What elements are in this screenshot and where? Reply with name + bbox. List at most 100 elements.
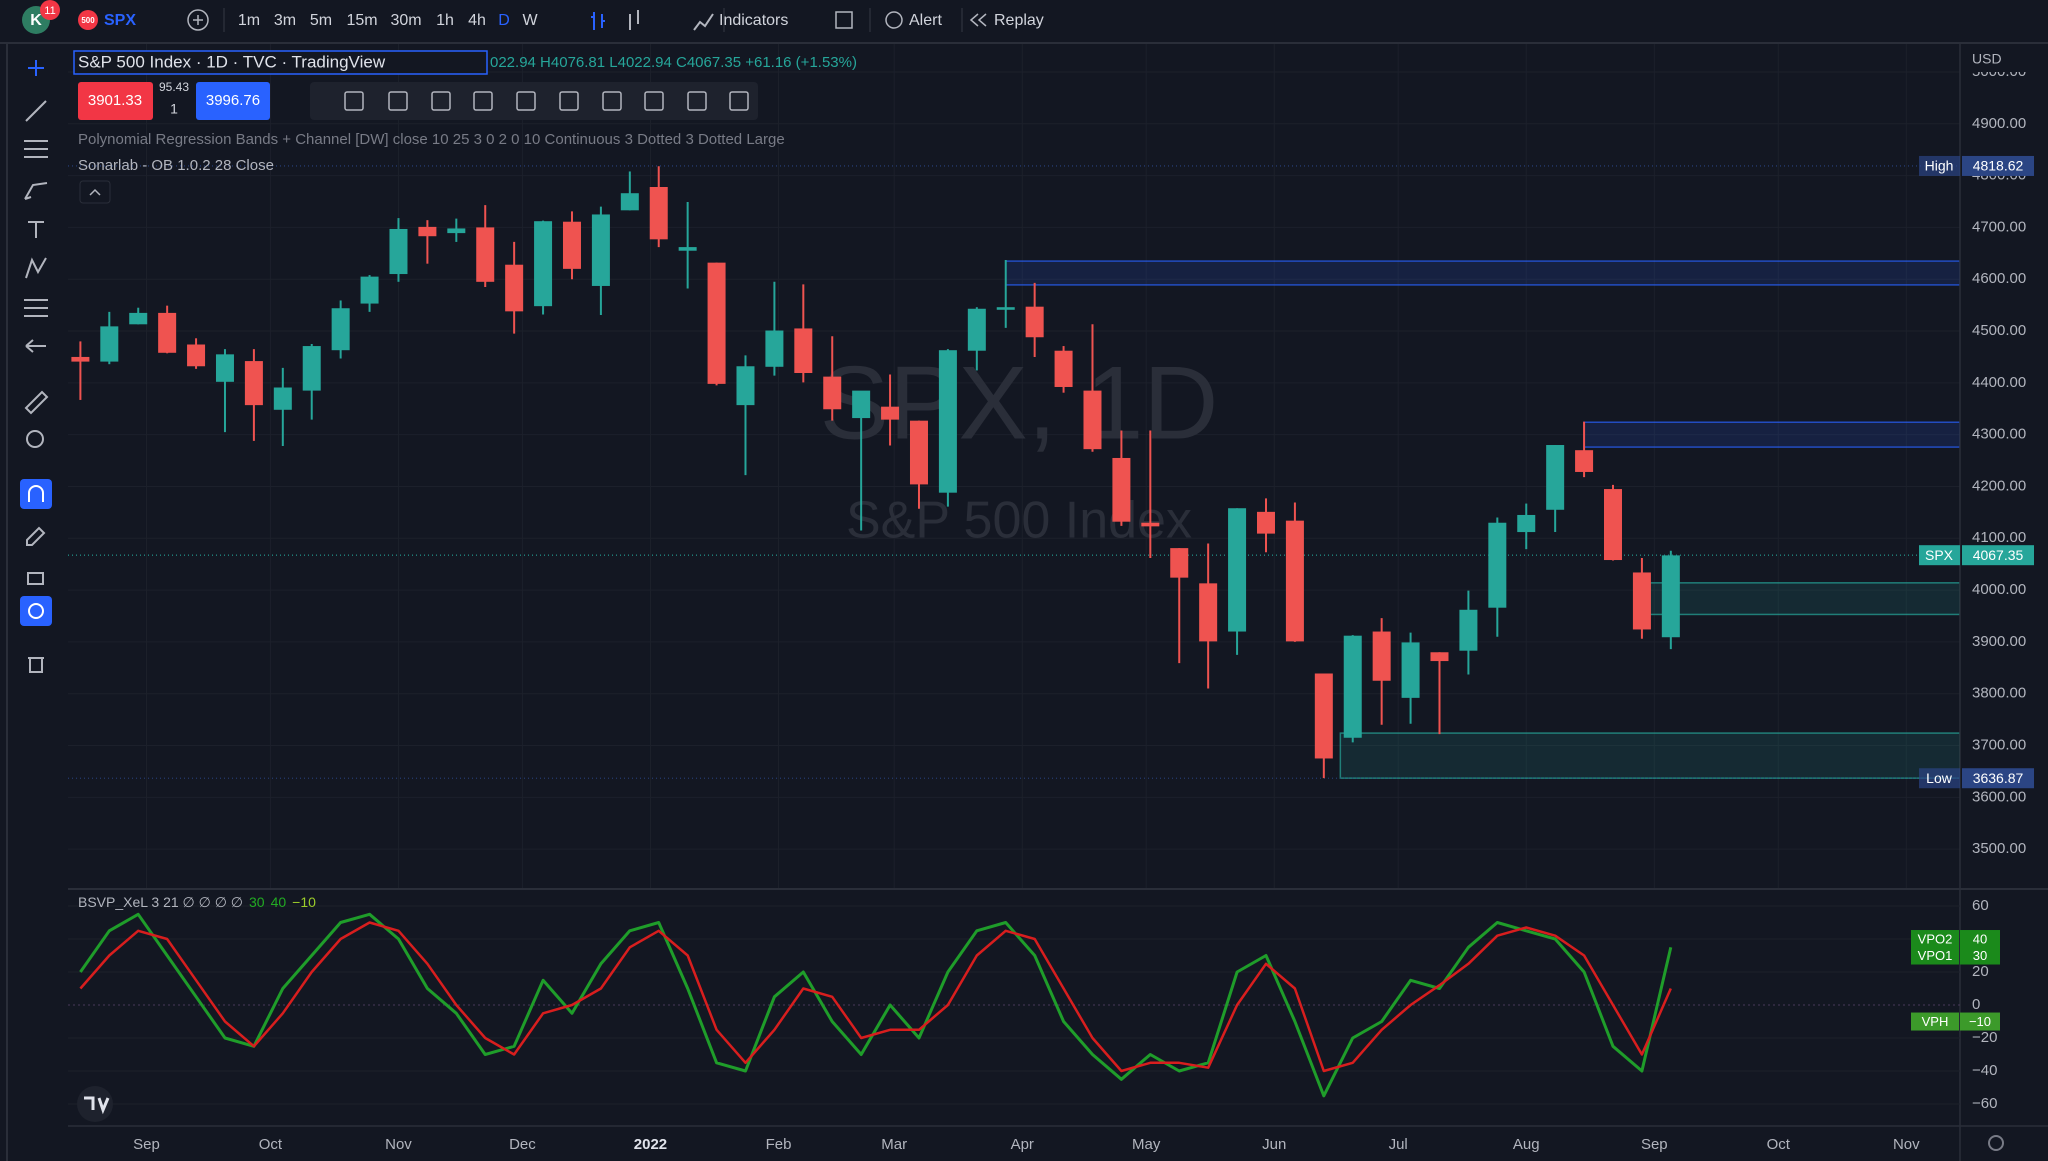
y-tick-label: 4500.00 xyxy=(1972,322,2026,339)
interval-button[interactable]: 30m xyxy=(390,12,421,29)
prediction-tool[interactable] xyxy=(24,299,48,317)
symbol-logo: 500 xyxy=(81,16,95,25)
watermark-description: S&P 500 Index xyxy=(846,492,1192,550)
lock-drawing-tool[interactable] xyxy=(26,526,46,546)
replay-icon xyxy=(969,13,987,27)
candle-body xyxy=(215,354,234,382)
left-toolbar xyxy=(6,44,52,1161)
magnet-icon xyxy=(28,485,44,502)
candle-body xyxy=(1546,445,1565,510)
indicators-button[interactable]: Indicators xyxy=(719,12,788,29)
interval-button[interactable]: D xyxy=(498,12,510,29)
candle-body xyxy=(1199,583,1218,642)
currency-label[interactable]: USD xyxy=(1972,51,2002,67)
osc-pane xyxy=(68,905,1960,1105)
buy-button[interactable] xyxy=(196,82,270,120)
drawing-tool[interactable] xyxy=(602,91,622,111)
interval-button[interactable]: 1m xyxy=(238,12,260,29)
interval-button[interactable]: W xyxy=(522,12,538,29)
crosshair-tool[interactable] xyxy=(28,60,44,76)
candle-body xyxy=(1054,350,1073,387)
x-tick-label: May xyxy=(1132,1136,1161,1153)
sell-button[interactable] xyxy=(78,82,153,120)
tv-logo[interactable] xyxy=(77,1086,113,1122)
x-tick-label: 2022 xyxy=(634,1136,667,1153)
osc-line xyxy=(79,921,1672,1073)
badge-value: 40 xyxy=(1973,931,1987,946)
y-tick-label: 3900.00 xyxy=(1972,633,2026,650)
osc-tick-label: −60 xyxy=(1972,1095,1997,1112)
layout-icon[interactable] xyxy=(835,11,853,29)
badge-name: VPH xyxy=(1922,1014,1949,1029)
ruler-tool[interactable] xyxy=(24,390,49,415)
brush-tool[interactable] xyxy=(24,182,48,200)
x-tick-label: Dec xyxy=(509,1136,536,1153)
add-symbol[interactable] xyxy=(187,9,209,31)
legend-title-box xyxy=(73,50,488,75)
marker-name: Low xyxy=(1926,770,1953,786)
settings-icon[interactable] xyxy=(1988,1135,2004,1151)
magnet-active[interactable] xyxy=(20,479,52,509)
badge-value: 30 xyxy=(1973,948,1987,963)
x-tick-label: Aug xyxy=(1513,1136,1540,1153)
interval-button[interactable]: 4h xyxy=(468,12,486,29)
candle-body xyxy=(1343,635,1362,738)
candle-body xyxy=(881,406,900,420)
y-tick-label: 4100.00 xyxy=(1972,529,2026,546)
x-tick-label: Sep xyxy=(1641,1136,1668,1153)
candle-body xyxy=(707,262,726,384)
sell-price: 3901.33 xyxy=(88,92,142,109)
drawing-tool[interactable] xyxy=(431,91,451,111)
zoom-tool[interactable] xyxy=(26,430,44,448)
replay-button[interactable]: Replay xyxy=(994,12,1044,29)
y-tick-label: 4200.00 xyxy=(1972,477,2026,494)
candle-body xyxy=(331,308,350,351)
chart-type-icon[interactable] xyxy=(591,12,605,30)
trash-tool[interactable] xyxy=(28,657,44,673)
badge-value-bg xyxy=(1960,946,2000,965)
y-tick-label: 3600.00 xyxy=(1972,788,2026,805)
candle-body xyxy=(1401,642,1420,698)
drawing-tool[interactable] xyxy=(687,91,707,111)
drawing-tool[interactable] xyxy=(559,91,579,111)
y-tick-label: 3800.00 xyxy=(1972,685,2026,702)
x-tick-label: Jun xyxy=(1262,1136,1286,1153)
osc-line xyxy=(79,912,1673,1098)
lock-tool[interactable] xyxy=(27,572,44,585)
candle-body xyxy=(736,366,755,406)
collapse-legend[interactable] xyxy=(79,180,111,204)
back-tool[interactable] xyxy=(25,339,46,353)
symbol[interactable]: SPX xyxy=(104,12,136,29)
fib-tool[interactable] xyxy=(24,140,48,158)
interval-button[interactable]: 5m xyxy=(310,12,332,29)
drawing-tool[interactable] xyxy=(473,91,493,111)
hide-active[interactable] xyxy=(20,596,52,626)
currency-bg xyxy=(1962,50,2048,72)
interval-button[interactable]: 15m xyxy=(346,12,377,29)
text-tool[interactable] xyxy=(28,221,44,238)
x-tick-label: Oct xyxy=(259,1136,283,1153)
avatar-letter: K xyxy=(30,12,42,29)
trendline-tool[interactable] xyxy=(25,100,47,122)
interval-button[interactable]: 3m xyxy=(274,12,296,29)
candle-body xyxy=(244,361,263,406)
alert-button[interactable]: Alert xyxy=(909,12,942,29)
drawing-tool[interactable] xyxy=(729,91,749,111)
candle-body xyxy=(1112,457,1131,522)
marker-name-bg xyxy=(1919,768,1960,789)
drawing-tool[interactable] xyxy=(644,91,664,111)
marker-value: 4818.62 xyxy=(1973,158,2024,174)
candle-body xyxy=(187,344,206,367)
marker-name-bg xyxy=(1919,155,1960,176)
bar-type-icon[interactable] xyxy=(629,10,639,30)
pattern-tool[interactable] xyxy=(25,257,47,279)
drawing-tool[interactable] xyxy=(516,91,536,111)
candle-body xyxy=(302,346,321,391)
interval-button[interactable]: 1h xyxy=(436,12,454,29)
drawing-tool[interactable] xyxy=(344,91,364,111)
osc-tick-label: 20 xyxy=(1972,963,1989,980)
x-tick-label: Nov xyxy=(385,1136,412,1153)
drawing-tool[interactable] xyxy=(388,91,408,111)
